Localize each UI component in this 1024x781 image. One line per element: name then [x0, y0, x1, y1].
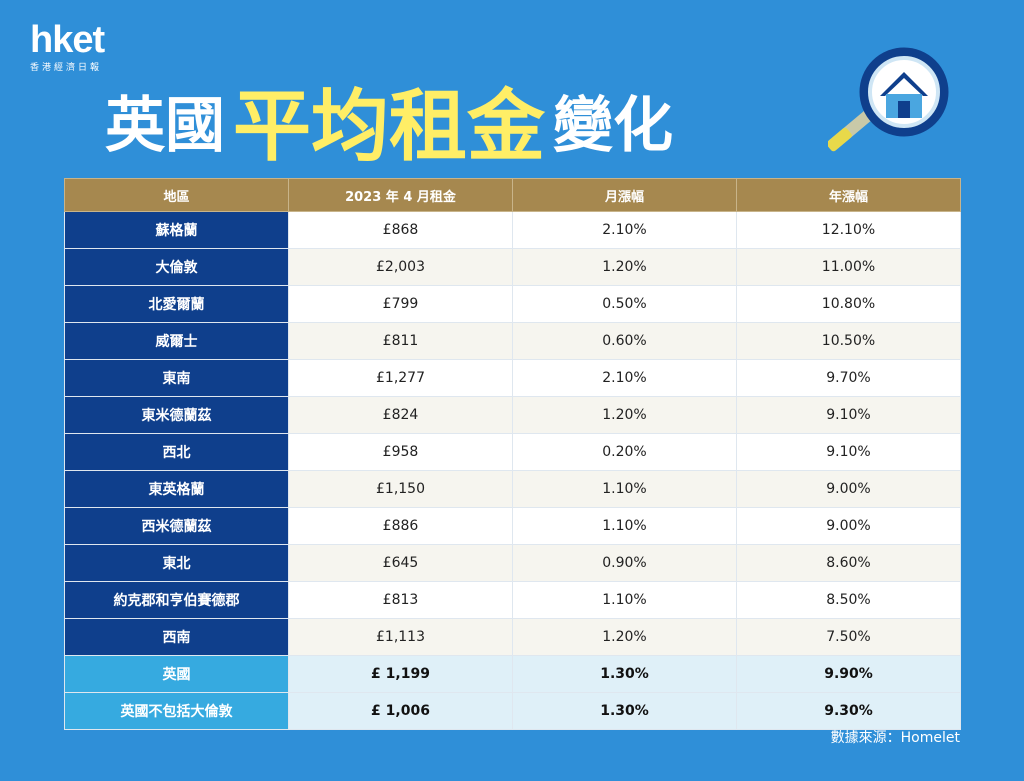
yearly-change-cell: 7.50% [736, 618, 961, 656]
yearly-change-cell: 9.00% [736, 470, 961, 508]
monthly-change-cell: 2.10% [512, 211, 737, 249]
magnifier-house-icon [828, 47, 949, 152]
region-cell: 北愛爾蘭 [64, 285, 289, 323]
region-cell: 大倫敦 [64, 248, 289, 286]
rent-table: 地區 2023 年 4 月租金 月漲幅 年漲幅 蘇格蘭 £868 2.10% 1… [64, 178, 961, 730]
region-cell: 蘇格蘭 [64, 211, 289, 249]
region-cell: 西南 [64, 618, 289, 656]
monthly-change-cell: 1.20% [512, 618, 737, 656]
yearly-change-cell: 9.70% [736, 359, 961, 397]
rent-cell: £645 [288, 544, 513, 582]
hket-logo: hket 香港經濟日報 [30, 19, 105, 73]
title-part-3: 變化 [553, 90, 674, 161]
monthly-change-cell: 1.30% [512, 655, 737, 693]
yearly-change-cell: 11.00% [736, 248, 961, 286]
yearly-change-cell: 9.90% [736, 655, 961, 693]
yearly-change-cell: 10.50% [736, 322, 961, 360]
rent-cell: £2,003 [288, 248, 513, 286]
table-row: 東北 £645 0.90% 8.60% [64, 544, 961, 582]
yearly-change-cell: 8.50% [736, 581, 961, 619]
table-row: 西米德蘭茲 £886 1.10% 9.00% [64, 507, 961, 545]
region-cell: 西北 [64, 433, 289, 471]
region-cell: 約克郡和亨伯賽德郡 [64, 581, 289, 619]
table-row: 東英格蘭 £1,150 1.10% 9.00% [64, 470, 961, 508]
header-rent: 2023 年 4 月租金 [288, 178, 513, 212]
table-header-row: 地區 2023 年 4 月租金 月漲幅 年漲幅 [64, 178, 961, 212]
header-region: 地區 [64, 178, 289, 212]
region-cell: 東南 [64, 359, 289, 397]
monthly-change-cell: 1.20% [512, 396, 737, 434]
summary-row: 英國不包括大倫敦 £ 1,006 1.30% 9.30% [64, 692, 961, 730]
rent-cell: £799 [288, 285, 513, 323]
yearly-change-cell: 12.10% [736, 211, 961, 249]
table-row: 東米德蘭茲 £824 1.20% 9.10% [64, 396, 961, 434]
monthly-change-cell: 2.10% [512, 359, 737, 397]
yearly-change-cell: 8.60% [736, 544, 961, 582]
yearly-change-cell: 9.00% [736, 507, 961, 545]
table-row: 西北 £958 0.20% 9.10% [64, 433, 961, 471]
rent-cell: £958 [288, 433, 513, 471]
rent-cell: £1,277 [288, 359, 513, 397]
region-cell: 英國 [64, 655, 289, 693]
table-row: 蘇格蘭 £868 2.10% 12.10% [64, 211, 961, 249]
rent-cell: £1,113 [288, 618, 513, 656]
monthly-change-cell: 1.10% [512, 507, 737, 545]
table-row: 約克郡和亨伯賽德郡 £813 1.10% 8.50% [64, 581, 961, 619]
rent-cell: £ 1,006 [288, 692, 513, 730]
monthly-change-cell: 1.30% [512, 692, 737, 730]
title-part-1: 英國 [105, 90, 225, 161]
data-source-note: 數據來源：Homelet [830, 730, 960, 746]
monthly-change-cell: 1.10% [512, 470, 737, 508]
table-row: 北愛爾蘭 £799 0.50% 10.80% [64, 285, 961, 323]
header-yearly-change: 年漲幅 [736, 178, 961, 212]
logo-subtitle: 香港經濟日報 [30, 63, 103, 73]
title-part-2-highlight: 平均租金 [233, 82, 546, 172]
table-row: 西南 £1,113 1.20% 7.50% [64, 618, 961, 656]
yearly-change-cell: 9.10% [736, 396, 961, 434]
summary-row: 英國 £ 1,199 1.30% 9.90% [64, 655, 961, 693]
yearly-change-cell: 10.80% [736, 285, 961, 323]
monthly-change-cell: 0.90% [512, 544, 737, 582]
rent-cell: £813 [288, 581, 513, 619]
page-title: 英國 平均租金 變化 [105, 70, 674, 172]
rent-cell: £824 [288, 396, 513, 434]
yearly-change-cell: 9.10% [736, 433, 961, 471]
rent-cell: £886 [288, 507, 513, 545]
header-monthly-change: 月漲幅 [512, 178, 737, 212]
yearly-change-cell: 9.30% [736, 692, 961, 730]
region-cell: 西米德蘭茲 [64, 507, 289, 545]
monthly-change-cell: 1.20% [512, 248, 737, 286]
region-cell: 威爾士 [64, 322, 289, 360]
region-cell: 東米德蘭茲 [64, 396, 289, 434]
monthly-change-cell: 0.50% [512, 285, 737, 323]
region-cell: 英國不包括大倫敦 [64, 692, 289, 730]
region-cell: 東英格蘭 [64, 470, 289, 508]
monthly-change-cell: 0.60% [512, 322, 737, 360]
table-row: 東南 £1,277 2.10% 9.70% [64, 359, 961, 397]
rent-cell: £811 [288, 322, 513, 360]
logo-wordmark: hket [30, 19, 105, 61]
rent-cell: £ 1,199 [288, 655, 513, 693]
monthly-change-cell: 0.20% [512, 433, 737, 471]
rent-cell: £868 [288, 211, 513, 249]
monthly-change-cell: 1.10% [512, 581, 737, 619]
region-cell: 東北 [64, 544, 289, 582]
table-row: 威爾士 £811 0.60% 10.50% [64, 322, 961, 360]
table-row: 大倫敦 £2,003 1.20% 11.00% [64, 248, 961, 286]
rent-cell: £1,150 [288, 470, 513, 508]
